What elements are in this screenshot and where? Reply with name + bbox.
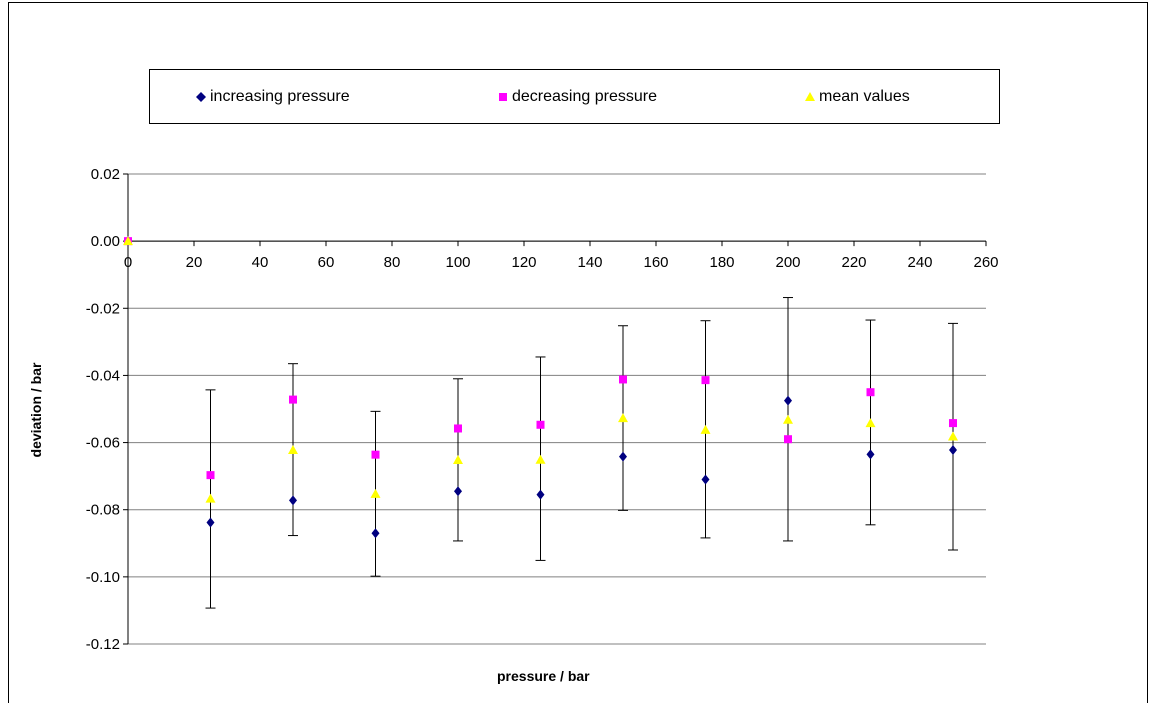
tick-labels: 0.02 0.00 -0.02 -0.04 -0.06 -0.08 -0.10 -0.12 0 2… [86,166,999,653]
square-marker-icon [499,92,507,101]
x-tick-label: 120 [511,254,536,271]
increasing-pressure-point [784,395,792,406]
mean-value-point [535,454,546,464]
mean-value-point [123,236,133,246]
x-tick-label: 0 [124,254,132,271]
x-tick-label: 140 [577,254,602,271]
mean-value-point [453,455,463,465]
y-tick-label: 0.02 [91,166,120,183]
decreasing-pressure-point [701,376,710,385]
increasing-pressure-point [371,528,380,539]
data-markers [123,236,958,539]
mean-value-point [370,488,381,498]
x-tick-label: 20 [186,254,203,271]
y-tick-label: -0.02 [86,300,120,317]
x-tick-label: 220 [841,254,866,271]
increasing-pressure-point [701,474,710,485]
decreasing-pressure-point [536,420,545,429]
y-axis-title: deviation / bar [28,362,44,458]
increasing-pressure-point [454,486,462,497]
x-tick-label: 240 [907,254,932,271]
x-tick-label: 260 [973,254,998,271]
x-tick-label: 40 [252,254,269,271]
decreasing-pressure-point [784,435,792,444]
triangle-marker-icon [805,91,815,101]
legend-item-decreasing: decreasing pressure [498,70,657,123]
chart-area [8,2,1148,703]
decreasing-pressure-point [289,395,297,404]
y-tick-label: -0.06 [86,435,120,452]
x-tick-label: 160 [643,254,668,271]
y-tick-label: -0.12 [86,636,120,653]
legend: increasing pressure decreasing pressure … [149,69,1000,124]
x-tick-label: 100 [445,254,470,271]
mean-value-point [865,418,876,428]
decreasing-pressure-point [454,424,462,433]
axes [123,173,987,645]
mean-value-point [948,431,958,441]
mean-value-point [288,444,298,454]
decreasing-pressure-point [619,375,627,384]
increasing-pressure-point [289,495,297,506]
legend-item-increasing: increasing pressure [196,70,350,123]
y-tick-label: -0.08 [86,502,120,519]
decreasing-pressure-point [371,450,380,459]
legend-label: mean values [819,87,910,105]
decreasing-pressure-point [866,388,875,397]
gridlines [128,173,986,645]
increasing-pressure-point [866,449,875,460]
decreasing-pressure-point [949,419,957,428]
decreasing-pressure-point [206,471,215,480]
legend-label: decreasing pressure [512,87,657,105]
diamond-marker-icon [196,91,206,102]
increasing-pressure-point [206,517,215,528]
x-tick-label: 60 [318,254,335,271]
increasing-pressure-point [536,489,545,500]
x-tick-label: 200 [775,254,800,271]
error-bars [205,297,958,609]
y-tick-label: 0.00 [91,233,120,250]
y-tick-label: -0.10 [86,569,120,586]
mean-value-point [783,414,793,424]
x-tick-label: 80 [384,254,401,271]
y-tick-label: -0.04 [86,367,120,384]
legend-item-mean: mean values [805,70,910,123]
x-tick-label: 180 [709,254,734,271]
increasing-pressure-point [619,451,627,462]
legend-label: increasing pressure [210,87,350,105]
x-axis-title: pressure / bar [497,668,590,684]
mean-value-point [700,424,711,434]
mean-value-point [205,493,216,503]
mean-value-point [618,413,628,423]
increasing-pressure-point [949,444,957,455]
